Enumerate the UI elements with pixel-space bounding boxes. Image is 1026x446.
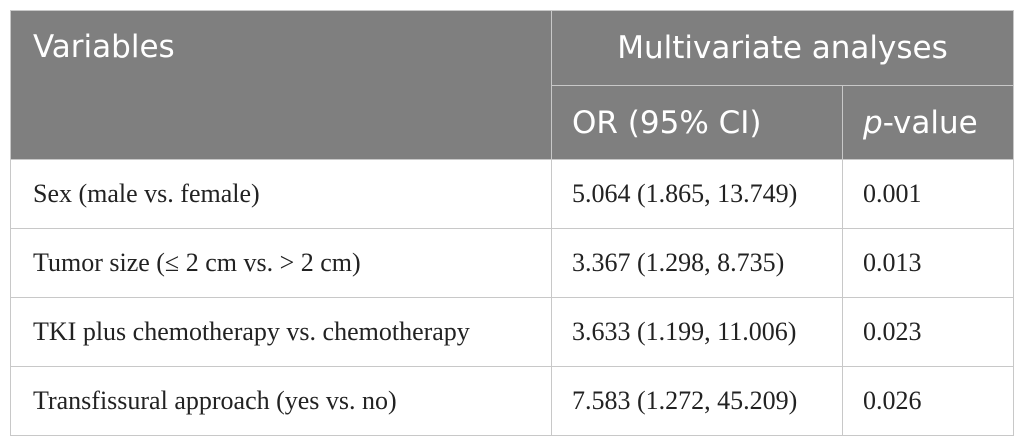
table-row: Sex (male vs. female) 5.064 (1.865, 13.7… [10, 159, 1014, 229]
cell-p-value: 0.013 [842, 228, 1014, 298]
cell-or-ci: 5.064 (1.865, 13.749) [551, 159, 843, 229]
header-row-2: OR (95% CI) p-value [11, 85, 1014, 160]
cell-or-ci: 7.583 (1.272, 45.209) [551, 366, 843, 436]
cell-variable: TKI plus chemotherapy vs. chemotherapy [10, 297, 552, 367]
header-p-value: p-value [842, 85, 1014, 160]
header-variables: Variables [10, 10, 552, 160]
multivariate-table: Variables Multivariate analyses OR (95% … [10, 10, 1014, 436]
header-multivariate-analyses: Multivariate analyses [551, 10, 1014, 86]
cell-p-value: 0.026 [842, 366, 1014, 436]
table-row: TKI plus chemotherapy vs. chemotherapy 3… [10, 297, 1014, 367]
header-or-ci: OR (95% CI) [551, 85, 843, 160]
header-p-suffix: -value [882, 104, 978, 141]
cell-p-value: 0.001 [842, 159, 1014, 229]
header-row-1: Variables Multivariate analyses [10, 10, 1014, 160]
cell-p-value: 0.023 [842, 297, 1014, 367]
table-header: Variables Multivariate analyses OR (95% … [10, 10, 1014, 160]
table-body: Sex (male vs. female) 5.064 (1.865, 13.7… [10, 159, 1014, 436]
cell-variable: Transfissural approach (yes vs. no) [10, 366, 552, 436]
cell-variable: Sex (male vs. female) [10, 159, 552, 229]
table-row: Tumor size (≤ 2 cm vs. > 2 cm) 3.367 (1.… [10, 228, 1014, 298]
cell-or-ci: 3.367 (1.298, 8.735) [551, 228, 843, 298]
results-table-container: Variables Multivariate analyses OR (95% … [10, 10, 1014, 436]
cell-or-ci: 3.633 (1.199, 11.006) [551, 297, 843, 367]
cell-variable: Tumor size (≤ 2 cm vs. > 2 cm) [10, 228, 552, 298]
header-p-italic: p [863, 104, 883, 141]
table-row: Transfissural approach (yes vs. no) 7.58… [10, 366, 1014, 436]
